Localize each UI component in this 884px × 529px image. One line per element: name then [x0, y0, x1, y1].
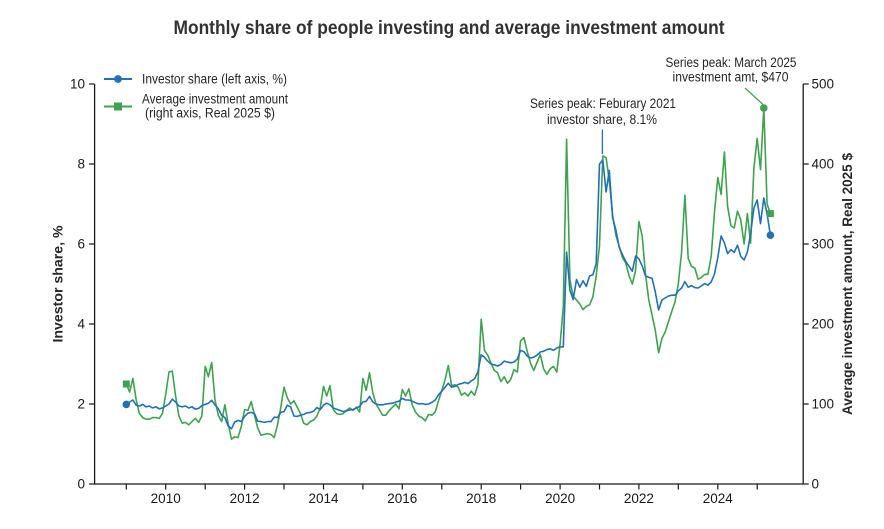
svg-text:8: 8	[77, 157, 85, 172]
svg-text:Monthly share of people invest: Monthly share of people investing and av…	[174, 17, 725, 39]
svg-text:10: 10	[70, 77, 85, 92]
svg-text:2014: 2014	[308, 491, 339, 506]
svg-text:investor share, 8.1%: investor share, 8.1%	[547, 112, 657, 127]
svg-text:Investor share, %: Investor share, %	[51, 226, 66, 343]
svg-text:4: 4	[77, 317, 85, 332]
svg-text:200: 200	[812, 317, 835, 332]
svg-text:0: 0	[812, 477, 820, 492]
svg-text:Series peak: Feburary 2021: Series peak: Feburary 2021	[530, 96, 676, 111]
svg-text:Average investment amount, Rea: Average investment amount, Real 2025 $	[840, 153, 855, 415]
svg-text:2: 2	[77, 397, 85, 412]
svg-text:6: 6	[77, 237, 85, 252]
svg-text:2016: 2016	[387, 491, 417, 506]
svg-text:0: 0	[77, 477, 85, 492]
svg-text:100: 100	[812, 397, 835, 412]
svg-text:300: 300	[812, 237, 835, 252]
svg-text:2010: 2010	[151, 491, 181, 506]
svg-text:(right axis, Real 2025 $): (right axis, Real 2025 $)	[145, 106, 275, 121]
svg-text:2012: 2012	[230, 491, 260, 506]
svg-text:2018: 2018	[466, 491, 496, 506]
svg-text:Average investment amount: Average investment amount	[142, 92, 288, 107]
svg-text:500: 500	[812, 77, 835, 92]
svg-text:2020: 2020	[545, 491, 575, 506]
svg-text:2024: 2024	[703, 491, 734, 506]
svg-text:2022: 2022	[624, 491, 654, 506]
svg-text:Series peak: March 2025: Series peak: March 2025	[666, 55, 797, 70]
svg-text:400: 400	[812, 157, 835, 172]
svg-text:investment amt, $470: investment amt, $470	[673, 70, 789, 85]
svg-text:Investor share (left axis, %): Investor share (left axis, %)	[142, 72, 287, 87]
